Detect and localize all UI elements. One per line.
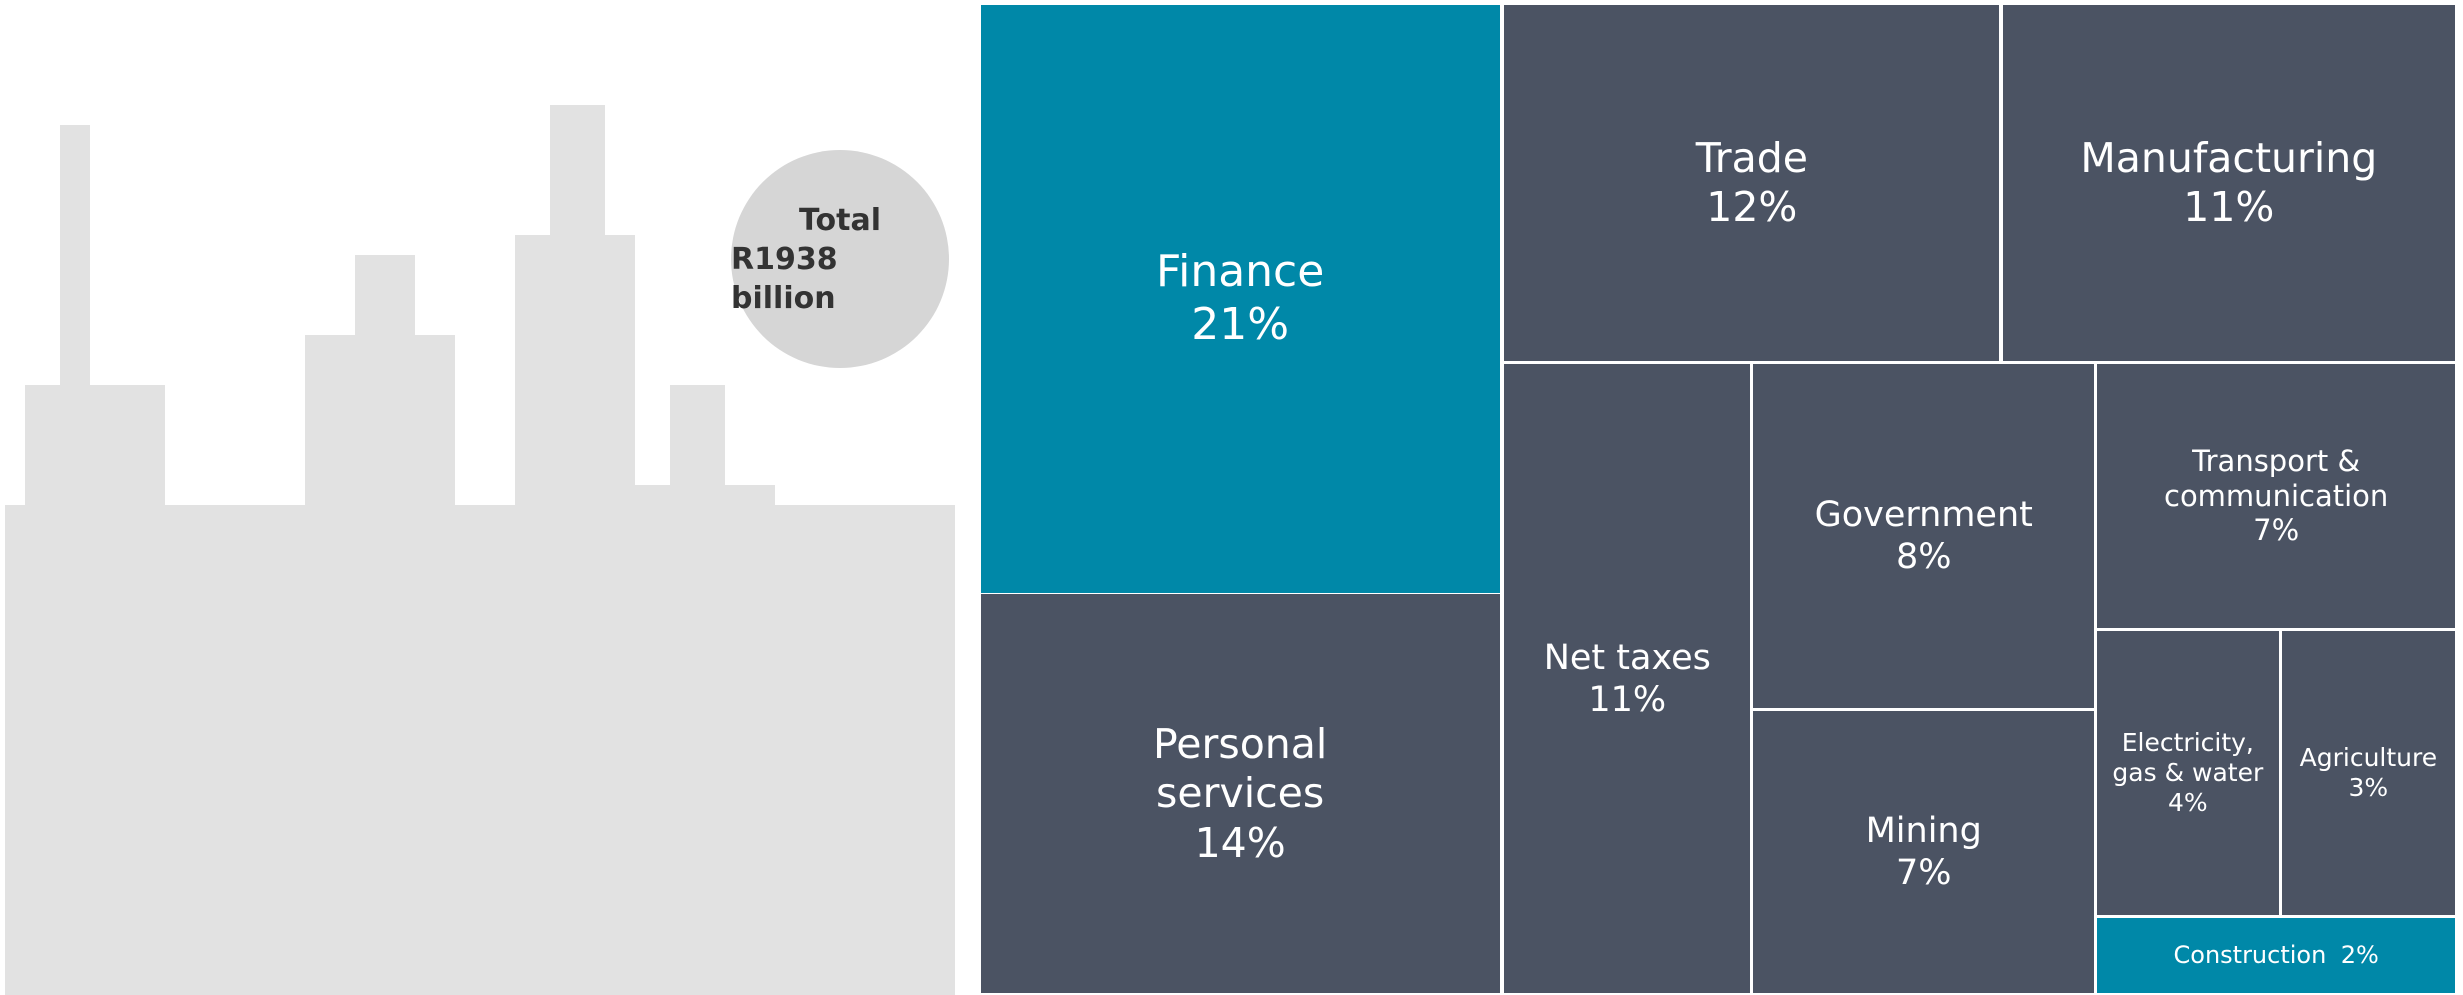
cell-value: 12% (1706, 182, 1798, 231)
cell-label: Construction (2173, 941, 2327, 970)
cell-label: Transport & communication (2164, 443, 2389, 513)
cell-label: Agriculture (2299, 742, 2438, 772)
cell-value: 21% (1191, 298, 1290, 350)
cell-value: 3% (2348, 772, 2389, 802)
total-badge: Total R1938 billion (731, 150, 949, 368)
treemap-cell: Finance 21% (980, 4, 1500, 593)
cell-label: Personal services (1153, 720, 1328, 818)
cell-value: 2% (2340, 941, 2379, 970)
total-title: Total (799, 202, 881, 238)
cell-label: Manufacturing (2080, 133, 2378, 182)
treemap-cell: Electricity, gas & water 4% (2097, 630, 2279, 915)
cell-value: 14% (1194, 818, 1286, 867)
cell-value: 11% (2183, 182, 2275, 231)
total-text: R1938 billion (731, 241, 838, 316)
background-illustration (5, 105, 955, 995)
cell-label: Electricity, gas & water (2112, 727, 2264, 787)
cell-label: Government (1814, 495, 2033, 536)
cell-label: Net taxes (1543, 637, 1711, 678)
cell-label: Finance (1155, 245, 1325, 297)
treemap-cell: Net taxes 11% (1504, 364, 1751, 994)
cell-label: Mining (1865, 811, 1982, 852)
treemap-cell: Government 8% (1753, 364, 2095, 708)
treemap-cell: Construction 2% (2097, 917, 2456, 994)
treemap-cell: Transport & communication 7% (2097, 364, 2456, 628)
treemap-cell: Trade 12% (1504, 4, 2000, 362)
cell-value: 7% (2253, 513, 2300, 548)
treemap-cell: Mining 7% (1753, 711, 2095, 994)
cell-value: 8% (1895, 537, 1952, 578)
cell-label: Trade (1695, 133, 1808, 182)
cell-value: 4% (2168, 787, 2208, 817)
cell-value: 7% (1895, 853, 1952, 894)
treemap-cell: Agriculture 3% (2281, 630, 2456, 915)
treemap-cell: Personal services 14% (980, 594, 1500, 994)
cell-value: 11% (1588, 679, 1667, 720)
treemap-cell: Manufacturing 11% (2002, 4, 2456, 362)
